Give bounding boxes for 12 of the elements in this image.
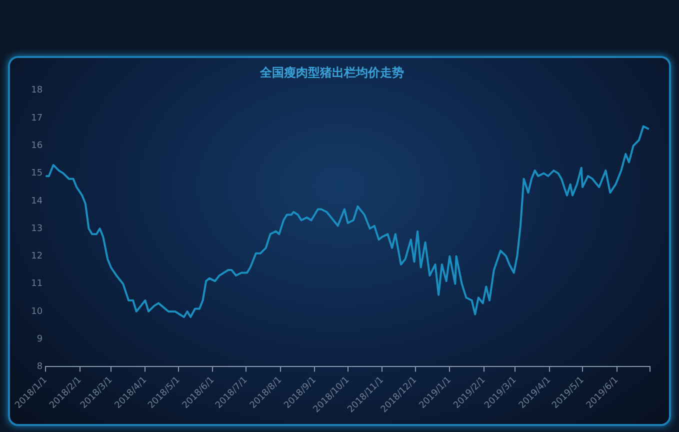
- y-tick-label: 18: [31, 86, 43, 96]
- y-tick-label: 16: [31, 141, 43, 152]
- y-tick-label: 15: [31, 168, 43, 179]
- y-tick-label: 14: [31, 196, 43, 206]
- chart-title: 全国瘦肉型猪出栏均价走势: [259, 65, 404, 80]
- y-tick-label: 11: [31, 279, 43, 290]
- y-tick-label: 17: [31, 113, 43, 124]
- y-tick-label: 8: [36, 362, 43, 372]
- y-tick-label: 13: [31, 224, 43, 234]
- y-tick-label: 10: [31, 306, 43, 317]
- y-tick-label: 9: [36, 334, 43, 344]
- y-tick-label: 12: [31, 252, 43, 262]
